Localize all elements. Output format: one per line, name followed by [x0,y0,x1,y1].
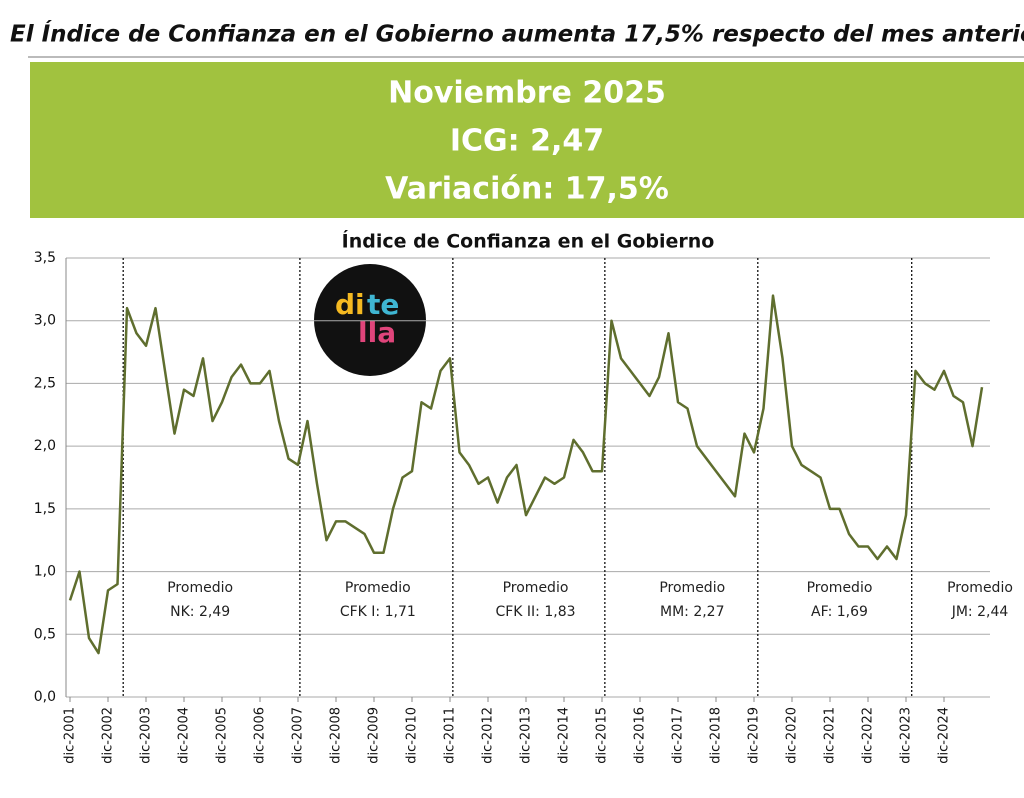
box-line: ICG: 2,47 [450,124,604,159]
x-tick-label: dic-2015 [595,707,610,764]
logo-text: lla [358,316,396,349]
x-tick-label: dic-2004 [177,707,192,764]
x-tick-label: dic-2003 [139,707,154,764]
x-tick-label: dic-2011 [443,707,458,764]
y-tick-label: 2,0 [34,438,56,454]
logo-text: te [367,288,399,321]
chart-title: Índice de Confianza en el Gobierno [342,230,715,253]
x-tick-label: dic-2014 [557,707,572,764]
period-average: AF: 1,69 [811,604,868,620]
x-tick-label: dic-2020 [785,707,800,764]
page-title: El Índice de Confianza en el Gobierno au… [10,20,1024,48]
x-tick-label: dic-2001 [63,707,78,764]
period-average: NK: 2,49 [170,604,230,620]
x-tick-label: dic-2016 [633,707,648,764]
period-average: Promedio [807,580,873,596]
x-tick-label: dic-2013 [519,707,534,764]
period-average: Promedio [947,580,1013,596]
period-average: CFK II: 1,83 [495,604,575,620]
y-tick-label: 1,5 [34,501,56,517]
logo-text: di [335,288,365,321]
x-tick-label: dic-2007 [291,707,306,764]
x-tick-label: dic-2012 [481,707,496,764]
x-tick-label: dic-2022 [861,707,876,764]
y-tick-label: 2,5 [34,375,56,391]
x-tick-label: dic-2017 [671,707,686,764]
x-tick-label: dic-2024 [937,707,952,764]
x-tick-label: dic-2006 [253,707,268,764]
y-tick-label: 1,0 [34,564,56,580]
summary-box [30,62,1024,218]
logo: di te lla [314,264,426,376]
x-tick-label: dic-2010 [405,707,420,764]
x-tick-label: dic-2018 [709,707,724,764]
x-tick-label: dic-2023 [899,707,914,764]
period-average: Promedio [659,580,725,596]
period-average: Promedio [503,580,569,596]
period-average: MM: 2,27 [660,604,725,620]
period-average: JM: 2,44 [951,604,1009,620]
y-tick-label: 0,5 [34,626,56,642]
data-line [68,294,984,655]
x-tick-label: dic-2019 [747,707,762,764]
x-tick-label: dic-2005 [215,707,230,764]
y-tick-label: 3,0 [34,313,56,329]
period-average: Promedio [345,580,411,596]
x-tick-label: dic-2002 [101,707,116,764]
box-line: Variación: 17,5% [385,172,669,207]
logo-circle [314,264,426,376]
y-tick-label: 0,0 [34,689,56,705]
y-tick-label: 3,5 [34,250,56,266]
box-line: Noviembre 2025 [388,76,666,111]
period-average: CFK I: 1,71 [340,604,416,620]
period-average: Promedio [167,580,233,596]
x-tick-label: dic-2009 [367,707,382,764]
x-tick-label: dic-2008 [329,707,344,764]
x-tick-label: dic-2021 [823,707,838,764]
